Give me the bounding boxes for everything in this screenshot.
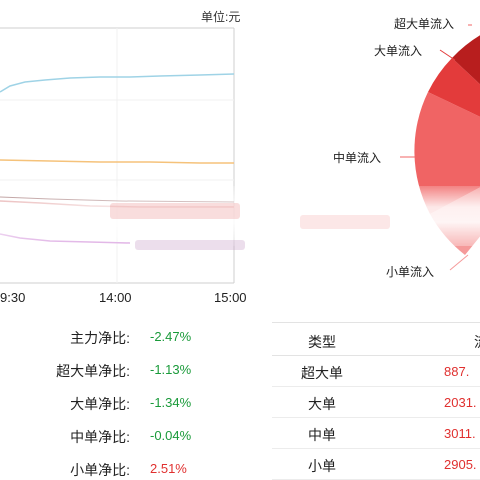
- pie-slice-super: [452, 35, 480, 85]
- ratio-row-main: 主力净比: -2.47%: [40, 322, 260, 354]
- pie-label-super: 超大单流入: [394, 17, 455, 31]
- ratio-label: 大单净比:: [70, 396, 130, 412]
- row-amount: 2031.: [444, 395, 477, 410]
- table-row: 小单 2905.: [272, 449, 480, 480]
- row-amount: 2905.: [444, 457, 477, 472]
- unit-label: 单位:元: [201, 10, 241, 24]
- blurred-text-patch: [135, 240, 245, 250]
- table-row: 大单 2031.: [272, 387, 480, 418]
- header-type: 类型: [308, 334, 336, 350]
- pie-slice-mid: [414, 92, 480, 214]
- row-type: 超大单: [301, 365, 343, 381]
- pie-label-mid: 中单流入: [333, 151, 382, 165]
- row-type: 中单: [308, 427, 336, 443]
- ratio-value: -1.13%: [150, 362, 192, 377]
- x-tick-label: 14:00: [99, 290, 132, 305]
- series-line-orange: [0, 159, 234, 164]
- pie-label-small: 小单流入: [386, 265, 435, 279]
- ratio-row-super: 超大单净比: -1.13%: [40, 355, 260, 387]
- ratio-value: 2.51%: [150, 461, 187, 476]
- ratio-value: -1.34%: [150, 395, 192, 410]
- x-tick-label: 15:00: [214, 290, 247, 305]
- ratio-label: 中单净比:: [70, 429, 130, 445]
- table-row: 超大单 887.: [272, 356, 480, 387]
- blurred-text-patch: [300, 215, 390, 229]
- ratio-value: -0.04%: [150, 428, 192, 443]
- row-amount: 3011.: [444, 426, 476, 441]
- ratio-row-large: 大单净比: -1.34%: [40, 388, 260, 420]
- row-type: 小单: [308, 458, 336, 474]
- table-row: 中单 3011.: [272, 418, 480, 449]
- series-line-blue: [0, 73, 235, 93]
- pie-label-large: 大单流入: [374, 44, 423, 58]
- blurred-text-patch: [110, 203, 240, 219]
- ratio-row-mid: 中单净比: -0.04%: [40, 421, 260, 453]
- header-amount: 流: [474, 332, 480, 352]
- flow-pie-chart: 超大单流入 大单流入 中单流入 小单流入: [300, 0, 480, 300]
- obscured-overlay: [0, 186, 480, 246]
- ratio-label: 超大单净比:: [56, 363, 130, 379]
- ratio-label: 主力净比:: [70, 330, 130, 346]
- table-header: 类型 流: [272, 322, 480, 356]
- row-type: 大单: [308, 396, 336, 412]
- ratio-label: 小单净比:: [70, 462, 130, 478]
- ratio-value: -2.47%: [150, 329, 192, 344]
- row-amount: 887.: [444, 364, 470, 379]
- fund-flow-table: 类型 流 超大单 887. 大单 2031. 中单 3011. 小单 2905.: [272, 322, 480, 480]
- intraday-flow-chart: 单位:元 9:30 14:00 15:00: [0, 0, 250, 305]
- pie-slice-large: [428, 58, 480, 117]
- line-plot: [0, 27, 235, 284]
- ratio-row-small: 小单净比: 2.51%: [40, 454, 260, 480]
- x-tick-label: 9:30: [0, 290, 26, 305]
